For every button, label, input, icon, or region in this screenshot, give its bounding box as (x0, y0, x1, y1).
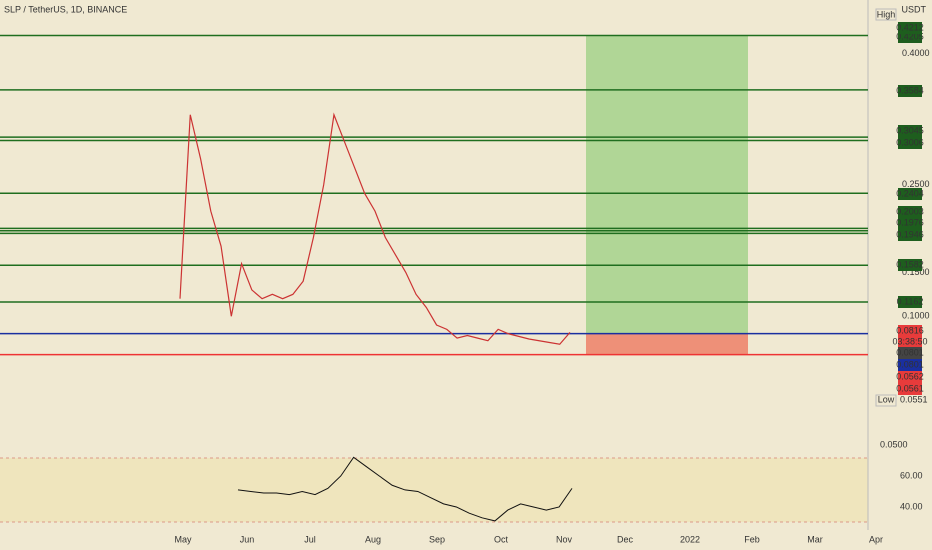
price-tag-label: 0.0816 (896, 325, 924, 335)
rsi-line (237, 456, 573, 522)
price-tick-label: 0.1500 (902, 267, 930, 277)
level-label: 0.1976 (896, 217, 924, 227)
level-label: 0.1582 (896, 259, 924, 269)
level-tag (898, 217, 922, 229)
currency: USDT (902, 4, 927, 14)
price-tag (898, 22, 922, 34)
level-tag (898, 188, 922, 200)
level-label: 0.3045 (896, 125, 924, 135)
low-value: 0.0551 (900, 394, 928, 404)
level-label: 0.3006 (896, 137, 924, 147)
x-tick-label: Aug (365, 534, 381, 544)
price-tag (898, 371, 922, 383)
volume-axis-label: 0.0500 (880, 439, 908, 449)
symbol-title: SLP / TetherUS, 1D, BINANCE (4, 4, 127, 14)
low-box (875, 394, 897, 407)
level-tag (898, 259, 922, 271)
level-label: 0.1946 (896, 229, 924, 239)
price-tag (898, 347, 922, 359)
x-tick-label: 2022 (680, 534, 700, 544)
x-tick-label: Dec (617, 534, 634, 544)
x-tick-label: Sep (429, 534, 445, 544)
price-line (179, 112, 571, 345)
level-tag (898, 85, 922, 97)
level-label: 0.2003 (896, 206, 924, 216)
x-tick-label: May (174, 534, 192, 544)
price-tick-label: 0.2500 (902, 179, 930, 189)
high-box (875, 8, 897, 21)
price-tick-label: 0.1000 (902, 311, 930, 321)
rsi-tick-label: 40.00 (900, 501, 923, 511)
stop-zone (586, 333, 748, 355)
level-label: 0.1162 (897, 296, 924, 306)
x-tick-label: Feb (744, 534, 760, 544)
level-tag (898, 125, 922, 137)
price-tag (898, 325, 922, 337)
level-label: 0.2404 (896, 188, 924, 198)
target-zone (586, 35, 748, 334)
price-tick-label: 0.4000 (902, 48, 930, 58)
price-tag (898, 336, 922, 348)
level-tag (898, 206, 922, 218)
rsi-tick-label: 60.00 (900, 470, 923, 480)
level-tag (898, 229, 922, 241)
level-tag (898, 296, 922, 308)
x-tick-label: Apr (869, 534, 883, 544)
x-tick-label: Jul (304, 534, 316, 544)
price-tag-label: 0.0801 (896, 347, 924, 357)
price-tag-label: 0.0561 (896, 383, 924, 393)
x-tick-label: Oct (494, 534, 509, 544)
x-tick-label: Nov (556, 534, 573, 544)
price-tag-label: 03:38:50 (892, 336, 927, 346)
level-label: 0.3584 (896, 85, 924, 95)
low-name: Low (878, 394, 895, 404)
level-tag (898, 137, 922, 149)
price-tag-label: 0.0562 (896, 371, 924, 381)
high-name: High (877, 9, 896, 19)
price-tag-label: 0.4212 (896, 22, 924, 32)
indicator-pane (0, 458, 868, 522)
price-tag (898, 359, 922, 371)
x-tick-label: Mar (807, 534, 823, 544)
x-tick-label: Jun (240, 534, 255, 544)
price-tag (898, 383, 922, 395)
price-tag-label: 0.0801 (896, 359, 924, 369)
level-label: 0.4205 (896, 31, 924, 41)
